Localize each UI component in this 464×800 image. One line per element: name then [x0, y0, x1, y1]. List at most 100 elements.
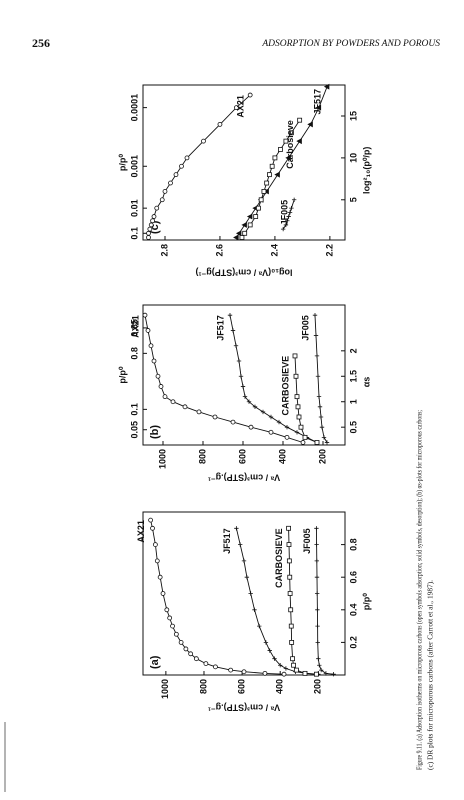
- marker: [290, 656, 295, 662]
- marker: [314, 575, 320, 580]
- x-tick-label: 0.2: [348, 636, 358, 649]
- marker: [276, 419, 282, 425]
- marker: [313, 333, 319, 338]
- marker: [284, 424, 290, 430]
- x2-axis-title: p/p⁰: [117, 366, 127, 383]
- marker: [280, 226, 286, 232]
- marker: [285, 154, 291, 161]
- marker: [227, 312, 233, 318]
- marker: [248, 424, 254, 430]
- x-axis-title: p/p⁰: [361, 593, 371, 610]
- running-title: ADSORPTION BY POWDERS AND POROUS: [261, 39, 440, 49]
- marker: [240, 384, 246, 389]
- x-tick-label: 15: [348, 111, 358, 121]
- marker: [278, 147, 283, 152]
- chart-panel: 5 10 15 0.1 0.01 0.001 0.0001 2.2 2.4 2.6 2.8 log²₁…: [117, 83, 371, 278]
- marker: [253, 214, 259, 219]
- marker: [323, 671, 329, 676]
- y-tick-label: 1000: [160, 679, 170, 699]
- marker: [321, 435, 327, 440]
- marker: [242, 394, 248, 399]
- series-label: JF517: [222, 528, 232, 554]
- marker: [154, 205, 160, 211]
- y-tick-label: 200: [317, 449, 327, 464]
- series-label: AX21: [130, 315, 140, 338]
- marker: [145, 328, 151, 333]
- page-number: 256: [32, 36, 50, 50]
- y-axis-title: Vᵃ / cm³(STP).g⁻¹: [208, 473, 280, 483]
- marker: [283, 666, 289, 671]
- series-line: [229, 315, 318, 443]
- marker: [278, 663, 283, 668]
- marker: [312, 312, 318, 318]
- marker: [238, 374, 244, 379]
- x-tick-label: 5: [348, 197, 358, 202]
- plot-frame: [142, 84, 346, 241]
- marker: [294, 430, 300, 435]
- marker: [167, 615, 173, 621]
- marker: [247, 92, 253, 98]
- series-line: [150, 520, 285, 675]
- marker: [170, 399, 176, 405]
- marker: [236, 358, 242, 364]
- x-axis-title: log²₁₀(p⁰/p): [361, 147, 371, 194]
- caption-line: (c) DR plots for microporous carbons (af…: [427, 580, 435, 770]
- marker: [302, 670, 308, 676]
- marker: [162, 394, 168, 400]
- marker: [147, 226, 153, 232]
- marker: [234, 526, 239, 531]
- marker: [284, 434, 290, 440]
- marker: [318, 667, 324, 673]
- marker: [234, 105, 239, 111]
- marker: [252, 404, 258, 410]
- marker: [315, 607, 320, 612]
- y-tick-label: 800: [197, 449, 207, 464]
- marker: [317, 404, 323, 410]
- marker: [287, 210, 293, 215]
- marker: [307, 121, 313, 128]
- marker: [164, 607, 170, 613]
- marker: [289, 130, 294, 136]
- marker: [217, 121, 223, 127]
- marker: [286, 214, 291, 219]
- marker: [286, 558, 292, 564]
- marker: [286, 542, 292, 548]
- marker: [267, 172, 272, 178]
- marker: [150, 525, 155, 531]
- series-label: AX21: [236, 95, 246, 118]
- marker: [230, 328, 236, 333]
- marker: [173, 631, 179, 637]
- marker: [314, 440, 320, 445]
- marker: [203, 661, 209, 666]
- series-label: AX21: [136, 520, 146, 543]
- marker: [193, 656, 199, 662]
- marker: [146, 230, 151, 236]
- marker: [233, 234, 239, 241]
- marker: [157, 574, 163, 580]
- marker: [241, 558, 247, 564]
- marker: [300, 440, 306, 445]
- marker: [274, 171, 280, 178]
- marker: [315, 623, 320, 629]
- y-tick-label: 600: [237, 449, 247, 464]
- chart-panel: 0.2 0.4 0.6 0.8 200 400 600 800 1000 p/p⁰ Vᵃ / cm³…: [136, 511, 371, 713]
- marker: [285, 218, 290, 223]
- marker: [318, 414, 324, 420]
- marker: [289, 639, 295, 645]
- marker: [242, 230, 248, 236]
- marker: [152, 542, 158, 548]
- x-tick-label: 2: [348, 348, 358, 353]
- marker: [268, 429, 274, 435]
- y-tick-label: 600: [236, 679, 246, 694]
- marker: [246, 399, 252, 404]
- marker: [248, 591, 253, 596]
- marker: [297, 117, 303, 123]
- x2-tick-label: 0.0001: [129, 94, 139, 122]
- marker: [258, 197, 264, 203]
- marker: [244, 575, 250, 580]
- marker: [150, 218, 156, 224]
- marker: [267, 648, 272, 653]
- series-label: CARBOSIEVE: [274, 528, 284, 588]
- marker: [151, 214, 157, 219]
- marker: [288, 607, 294, 613]
